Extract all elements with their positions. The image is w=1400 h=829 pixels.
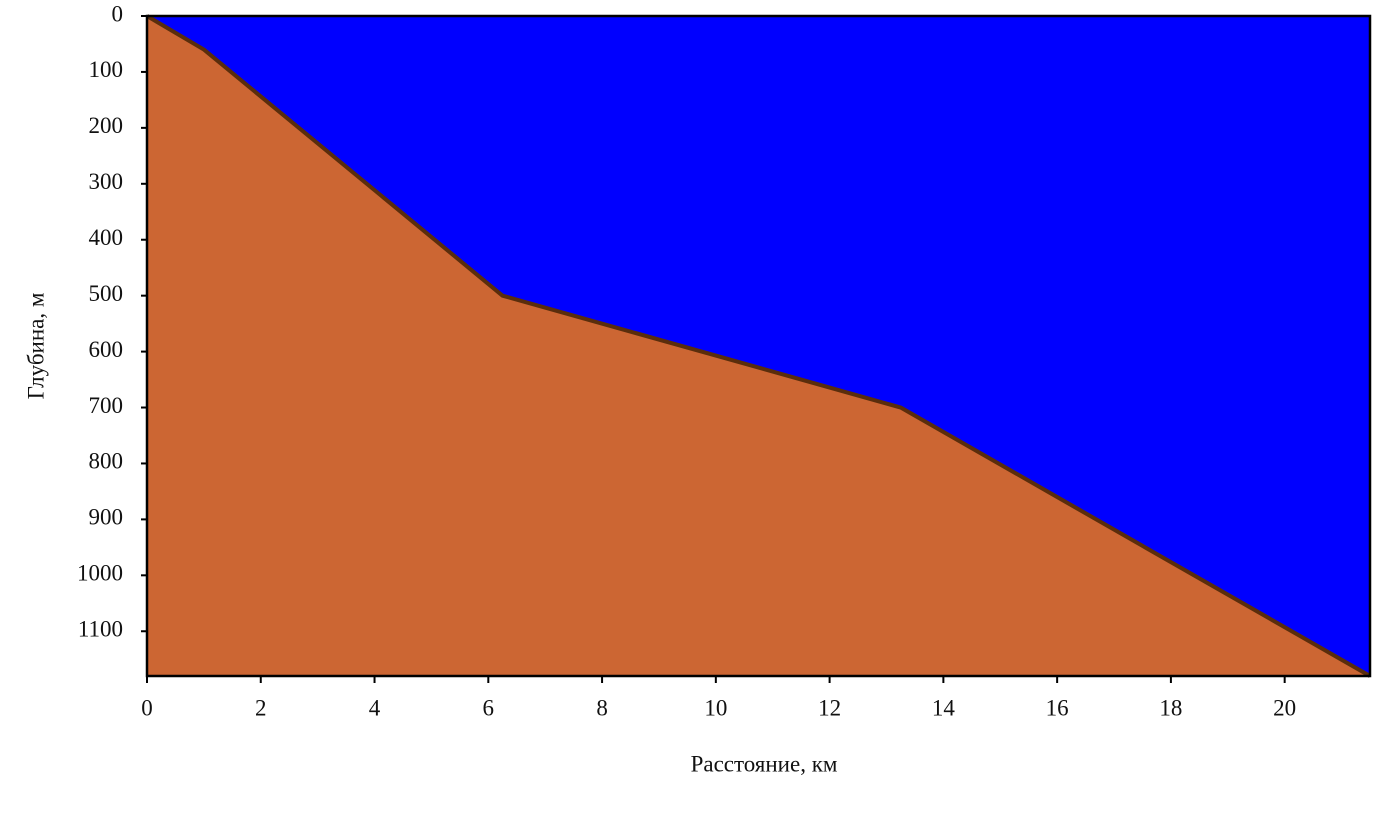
x-tick-label: 12	[818, 695, 841, 720]
y-axis-label: Глубина, м	[23, 292, 48, 399]
y-tick-label: 1000	[77, 561, 123, 586]
x-tick-label: 2	[255, 695, 267, 720]
y-tick-label: 500	[89, 281, 124, 306]
y-tick-label: 900	[89, 505, 124, 530]
x-tick-label: 20	[1273, 695, 1296, 720]
line	[145, 14, 1371, 678]
y-tick-label: 600	[89, 337, 124, 362]
plot-frame	[145, 14, 1372, 678]
area	[147, 16, 1370, 676]
y-tick-label: 800	[89, 449, 124, 474]
y-tick-label: 1100	[78, 617, 123, 642]
x-tick-label: 6	[483, 695, 495, 720]
x-tick-label: 0	[141, 695, 153, 720]
x-tick-label: 18	[1159, 695, 1182, 720]
x-tick-label: 10	[704, 695, 727, 720]
y-tick-label: 0	[112, 1, 124, 26]
y-tick-label: 700	[89, 393, 124, 418]
x-tick-label: 4	[369, 695, 381, 720]
x-tick-label: 14	[932, 695, 956, 720]
y-tick-label: 400	[89, 225, 124, 250]
x-axis-label: Расстояние, км	[691, 751, 838, 776]
x-tick-label: 16	[1046, 695, 1069, 720]
y-tick-label: 200	[89, 113, 124, 138]
y-tick-label: 100	[89, 57, 124, 82]
x-tick-label: 8	[596, 695, 608, 720]
y-tick-label: 300	[89, 169, 124, 194]
